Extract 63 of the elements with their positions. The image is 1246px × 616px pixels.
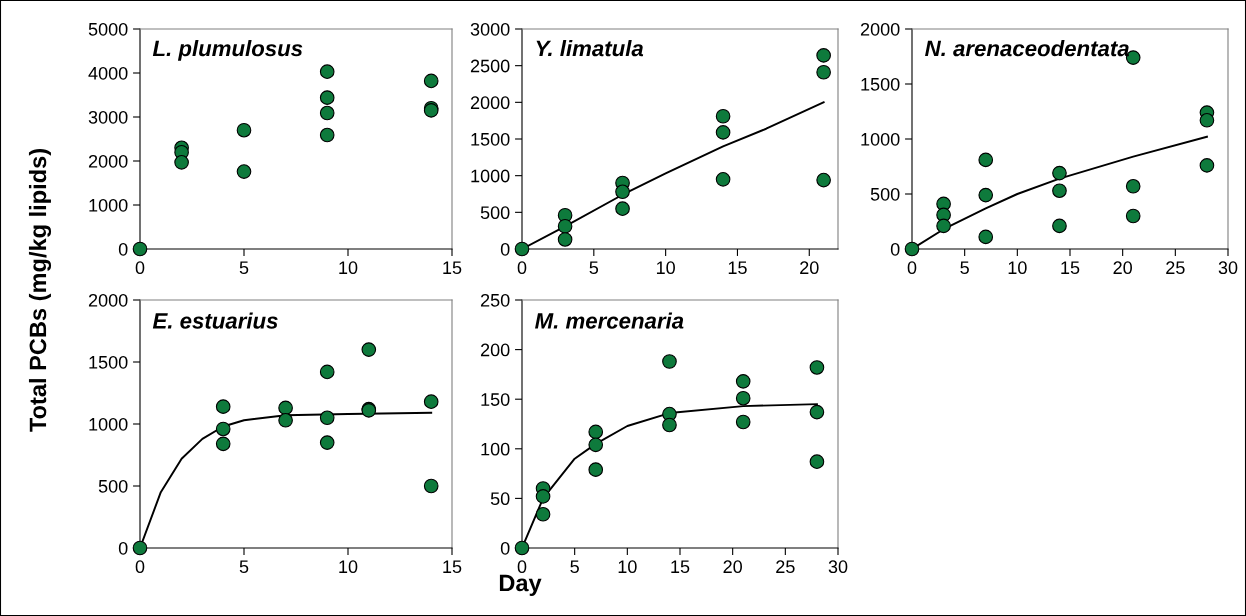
x-tick-label: 0	[517, 261, 527, 275]
x-tick-label: 20	[1113, 261, 1132, 275]
x-tick-label: 25	[776, 560, 795, 574]
y-tick-label: 1000	[861, 132, 900, 146]
y-tick-label: 50	[490, 492, 510, 506]
y-tick-label: 2000	[470, 96, 510, 110]
y-tick-label: 250	[480, 293, 510, 307]
chart-title: Y. limatula	[536, 40, 644, 57]
x-tick-label: 30	[1218, 261, 1238, 275]
y-tick-label: 1000	[89, 198, 128, 212]
chart-title: L. plumulosus	[152, 40, 303, 61]
chart-title: N. arenaceodentata	[925, 40, 1129, 57]
x-tick-label: 0	[907, 261, 917, 275]
chart-title: M. mercenaria	[535, 312, 684, 329]
y-tick-label: 4000	[88, 66, 128, 80]
y-tick-label: 200	[480, 343, 510, 357]
y-tick-label: 0	[890, 242, 900, 256]
y-tick-label: 3000	[88, 110, 128, 124]
x-tick-label: 10	[339, 560, 358, 574]
y-tick-label: 0	[500, 242, 510, 256]
x-axis-title: Day	[499, 574, 542, 597]
y-tick-label: 1000	[471, 169, 510, 183]
y-tick-label: 0	[118, 541, 128, 555]
x-tick-label: 5	[960, 261, 969, 275]
y-tick-label: 2000	[860, 22, 900, 36]
x-tick-label: 25	[1166, 261, 1185, 275]
x-tick-label: 10	[656, 261, 675, 275]
x-tick-label: 5	[589, 261, 599, 275]
y-tick-label: 100	[481, 442, 510, 456]
x-tick-label: 5	[239, 261, 249, 275]
y-tick-label: 2500	[470, 59, 510, 73]
x-tick-label: 10	[339, 261, 358, 275]
y-tick-label: 500	[98, 479, 128, 493]
x-tick-label: 20	[723, 560, 742, 574]
y-tick-label: 0	[118, 242, 128, 256]
y-tick-label: 0	[500, 541, 510, 555]
x-tick-label: 20	[800, 261, 819, 275]
x-tick-label: 30	[828, 560, 848, 574]
x-tick-label: 15	[443, 261, 462, 275]
x-tick-label: 15	[728, 261, 747, 275]
y-tick-label: 2000	[88, 293, 128, 307]
x-tick-label: 10	[618, 560, 637, 574]
x-tick-label: 10	[1008, 261, 1027, 275]
y-tick-label: 500	[480, 206, 510, 220]
y-tick-label: 1500	[89, 355, 128, 369]
y-tick-label: 500	[870, 187, 900, 201]
x-tick-label: 5	[239, 560, 249, 574]
y-tick-label: 150	[481, 393, 510, 406]
y-tick-label: 5000	[88, 22, 128, 36]
x-tick-label: 15	[671, 560, 690, 574]
y-tick-label: 1500	[471, 132, 510, 146]
y-tick-label: 2000	[88, 154, 128, 168]
x-tick-label: 15	[443, 560, 462, 574]
y-tick-label: 1500	[861, 77, 900, 91]
y-axis-title: Total PCBs (mg/kg lipids)	[28, 149, 52, 432]
chart-title: E. estuarius	[152, 312, 278, 329]
y-tick-label: 3000	[470, 22, 510, 36]
x-tick-label: 0	[135, 560, 145, 574]
y-tick-label: 1000	[89, 417, 128, 431]
x-tick-label: 15	[1061, 261, 1080, 275]
x-tick-label: 5	[570, 560, 579, 574]
x-tick-label: 0	[517, 560, 527, 574]
x-tick-label: 0	[135, 261, 145, 275]
